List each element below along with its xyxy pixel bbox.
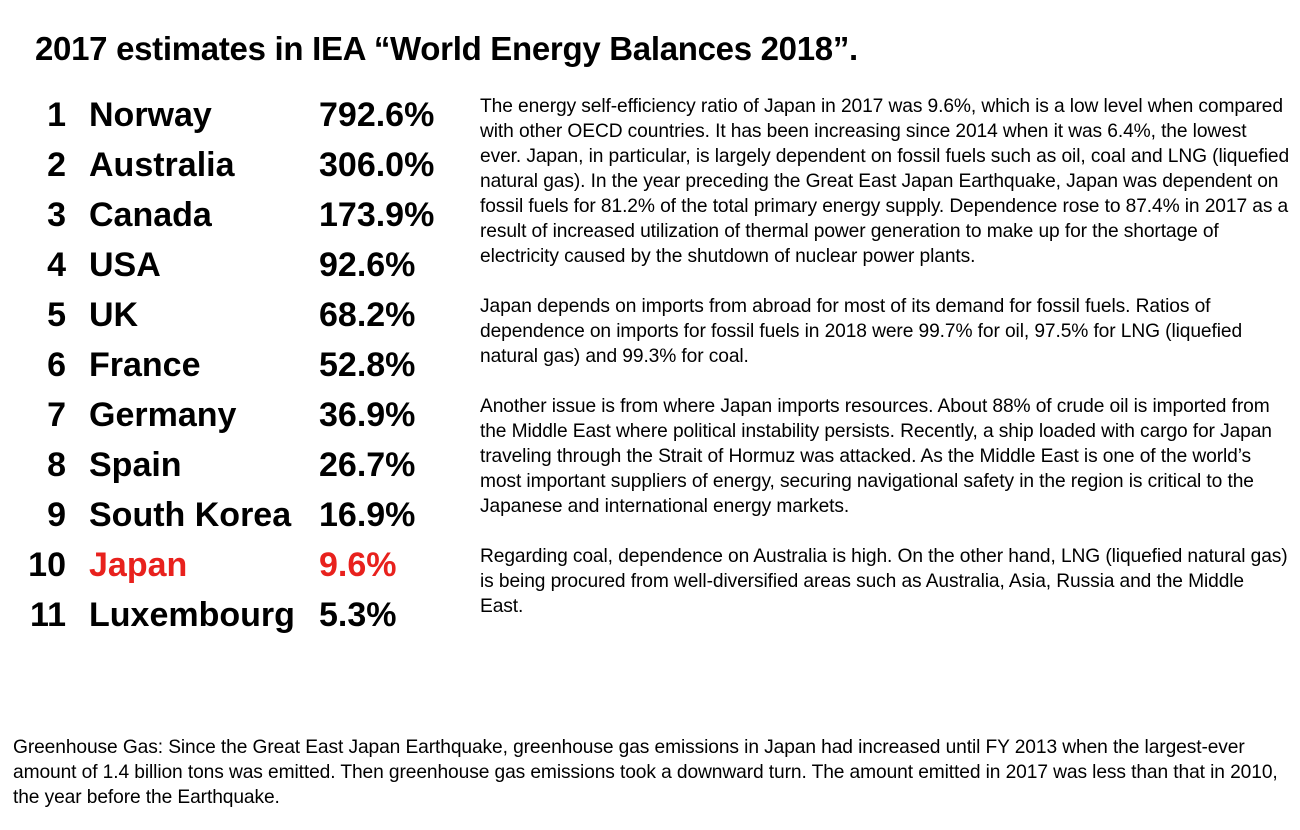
ranking-row: 2 Australia 306.0% xyxy=(22,140,462,190)
ratio-value: 792.6% xyxy=(319,96,435,134)
ratio-value: 68.2% xyxy=(319,296,416,334)
rank-number: 5 xyxy=(47,296,66,334)
ratio-value: 306.0% xyxy=(319,146,435,184)
rank-number: 11 xyxy=(30,596,66,634)
footer-note-greenhouse-gas: Greenhouse Gas: Since the Great East Jap… xyxy=(13,737,1278,808)
rank-number: 2 xyxy=(47,146,66,184)
rank-number: 10 xyxy=(28,546,66,584)
ranking-row: 11 Luxembourg 5.3% xyxy=(22,590,462,640)
ranking-row: 3 Canada 173.9% xyxy=(22,190,462,240)
country-name: Norway xyxy=(89,96,212,134)
ranking-row: 9 South Korea 16.9% xyxy=(22,490,462,540)
explanation-text: The energy self-efficiency ratio of Japa… xyxy=(480,94,1290,644)
ratio-value: 9.6% xyxy=(319,546,397,584)
country-name: Spain xyxy=(89,446,182,484)
country-name: South Korea xyxy=(89,496,292,534)
rank-number: 7 xyxy=(47,396,66,434)
country-name: Australia xyxy=(89,146,235,184)
page-title: 2017 estimates in IEA “World Energy Bala… xyxy=(35,30,858,67)
rank-number: 9 xyxy=(47,496,66,534)
ratio-value: 36.9% xyxy=(319,396,416,434)
ratio-value: 5.3% xyxy=(319,596,397,634)
country-name: UK xyxy=(89,296,139,334)
ratio-value: 173.9% xyxy=(319,196,435,234)
rank-number: 1 xyxy=(47,96,66,134)
ranking-row-japan: 10 Japan 9.6% xyxy=(22,540,462,590)
ratio-value: 26.7% xyxy=(319,446,416,484)
country-name: USA xyxy=(89,246,161,284)
country-name: France xyxy=(89,346,201,384)
ratio-value: 16.9% xyxy=(319,496,416,534)
paragraph-self-sufficiency: The energy self-efficiency ratio of Japa… xyxy=(480,96,1290,267)
ranking-row: 6 France 52.8% xyxy=(22,340,462,390)
country-name: Canada xyxy=(89,196,212,234)
rank-number: 6 xyxy=(47,346,66,384)
ranking-list: 1 Norway 792.6% 2 Australia 306.0% 3 Can… xyxy=(22,90,462,640)
ratio-value: 52.8% xyxy=(319,346,416,384)
country-name: Germany xyxy=(89,396,237,434)
paragraph-coal-lng: Regarding coal, dependence on Australia … xyxy=(480,546,1288,617)
ratio-value: 92.6% xyxy=(319,246,416,284)
ranking-row: 1 Norway 792.6% xyxy=(22,90,462,140)
ranking-row: 8 Spain 26.7% xyxy=(22,440,462,490)
country-name: Luxembourg xyxy=(89,596,295,634)
rank-number: 8 xyxy=(47,446,66,484)
country-name: Japan xyxy=(89,546,188,584)
paragraph-import-dependence: Japan depends on imports from abroad for… xyxy=(480,296,1243,367)
paragraph-import-sources: Another issue is from where Japan import… xyxy=(480,396,1272,517)
rank-number: 3 xyxy=(47,196,66,234)
ranking-row: 4 USA 92.6% xyxy=(22,240,462,290)
ranking-row: 5 UK 68.2% xyxy=(22,290,462,340)
ranking-row: 7 Germany 36.9% xyxy=(22,390,462,440)
rank-number: 4 xyxy=(47,246,66,284)
